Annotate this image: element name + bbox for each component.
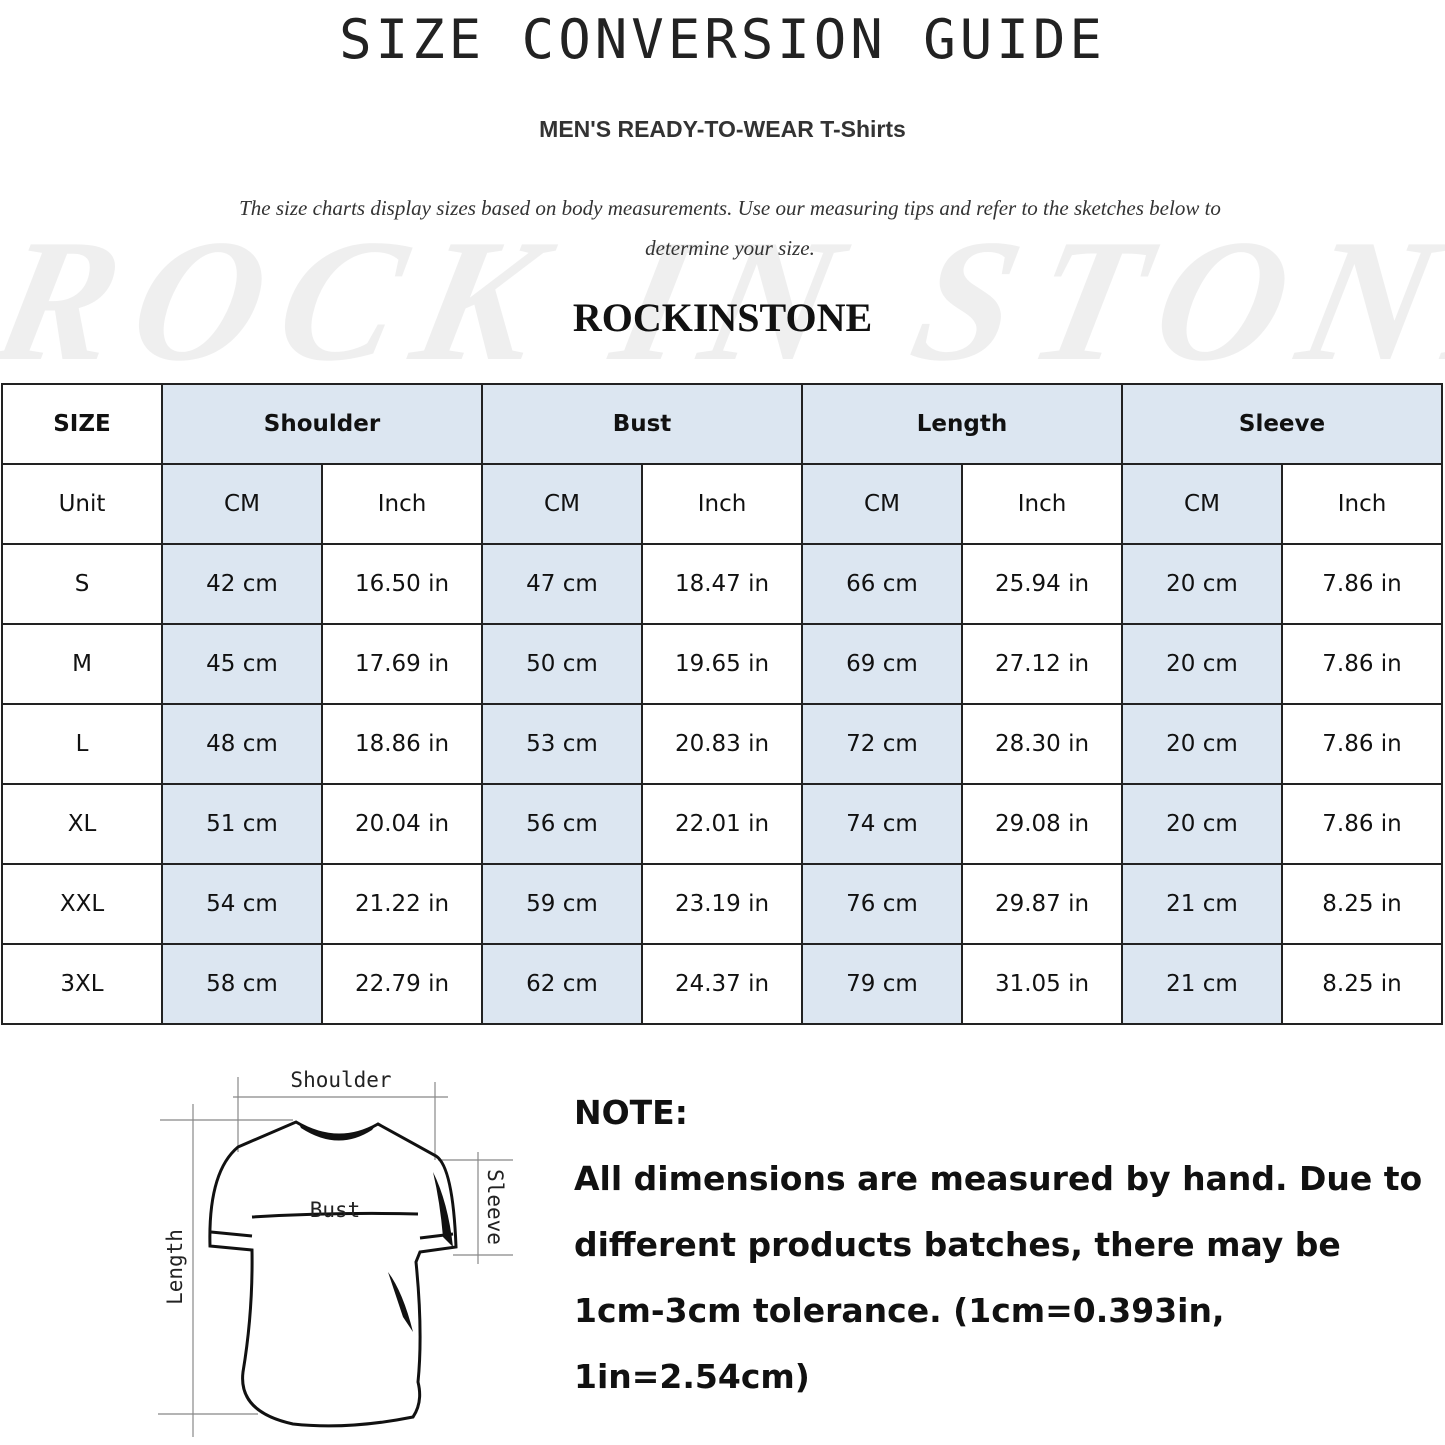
value-cell: 54 cm (161, 863, 323, 945)
group-header-bust: Bust (481, 383, 803, 465)
value-cell: 76 cm (801, 863, 963, 945)
size-cell: 3XL (1, 943, 163, 1025)
group-header-row: SIZE Shoulder Bust Length Sleeve (1, 383, 1443, 465)
note-text: All dimensions are measured by hand. Due… (574, 1159, 1423, 1396)
tshirt-measurement-diagram: Shoulder Bust Length Sleeve (158, 1068, 513, 1437)
value-cell: 25.94 in (961, 543, 1123, 625)
value-cell: 29.08 in (961, 783, 1123, 865)
size-header: SIZE (1, 383, 163, 465)
value-cell: 7.86 in (1281, 623, 1443, 705)
value-cell: 48 cm (161, 703, 323, 785)
table-row: XL 51 cm 20.04 in 56 cm 22.01 in 74 cm 29.08 i… (1, 783, 1443, 865)
table-row: M 45 cm 17.69 in 50 cm 19.65 in 69 cm 27.12 in… (1, 623, 1443, 705)
value-cell: 18.86 in (321, 703, 483, 785)
value-cell: 29.87 in (961, 863, 1123, 945)
note-block: NOTE: All dimensions are measured by han… (574, 1080, 1434, 1410)
unit-inch: Inch (961, 463, 1123, 545)
size-cell: S (1, 543, 163, 625)
unit-row: Unit CM Inch CM Inch CM Inch CM Inch (1, 463, 1443, 545)
value-cell: 20 cm (1121, 703, 1283, 785)
measurement-guides (158, 1077, 513, 1437)
table-row: L 48 cm 18.86 in 53 cm 20.83 in 72 cm 28.30 in… (1, 703, 1443, 785)
page-title: SIZE CONVERSION GUIDE (339, 8, 1106, 71)
table-row: S 42 cm 16.50 in 47 cm 18.47 in 66 cm 25.94 in… (1, 543, 1443, 625)
value-cell: 47 cm (481, 543, 643, 625)
tshirt-outline (208, 1120, 458, 1428)
size-table: SIZE Shoulder Bust Length Sleeve Unit CM Inch CM… (1, 383, 1443, 1025)
value-cell: 17.69 in (321, 623, 483, 705)
size-cell: M (1, 623, 163, 705)
value-cell: 21.22 in (321, 863, 483, 945)
value-cell: 72 cm (801, 703, 963, 785)
size-cell: XXL (1, 863, 163, 945)
value-cell: 27.12 in (961, 623, 1123, 705)
bust-label: Bust (310, 1198, 361, 1222)
value-cell: 7.86 in (1281, 543, 1443, 625)
unit-cm: CM (801, 463, 963, 545)
table-row: XXL 54 cm 21.22 in 59 cm 23.19 in 76 cm 29.87 … (1, 863, 1443, 945)
value-cell: 53 cm (481, 703, 643, 785)
value-cell: 18.47 in (641, 543, 803, 625)
unit-cm: CM (481, 463, 643, 545)
value-cell: 59 cm (481, 863, 643, 945)
size-cell: L (1, 703, 163, 785)
value-cell: 7.86 in (1281, 783, 1443, 865)
value-cell: 20.04 in (321, 783, 483, 865)
value-cell: 21 cm (1121, 943, 1283, 1025)
unit-inch: Inch (1281, 463, 1443, 545)
value-cell: 24.37 in (641, 943, 803, 1025)
description: The size charts display sizes based on b… (239, 196, 1221, 260)
value-cell: 56 cm (481, 783, 643, 865)
value-cell: 74 cm (801, 783, 963, 865)
value-cell: 45 cm (161, 623, 323, 705)
collar (298, 1122, 376, 1141)
value-cell: 69 cm (801, 623, 963, 705)
length-label: Length (163, 1229, 187, 1305)
value-cell: 19.65 in (641, 623, 803, 705)
unit-inch: Inch (321, 463, 483, 545)
value-cell: 23.19 in (641, 863, 803, 945)
value-cell: 20 cm (1121, 543, 1283, 625)
size-cell: XL (1, 783, 163, 865)
value-cell: 51 cm (161, 783, 323, 865)
value-cell: 58 cm (161, 943, 323, 1025)
value-cell: 20 cm (1121, 783, 1283, 865)
unit-cm: CM (161, 463, 323, 545)
value-cell: 20.83 in (641, 703, 803, 785)
value-cell: 50 cm (481, 623, 643, 705)
value-cell: 79 cm (801, 943, 963, 1025)
value-cell: 22.79 in (321, 943, 483, 1025)
value-cell: 31.05 in (961, 943, 1123, 1025)
value-cell: 28.30 in (961, 703, 1123, 785)
unit-label: Unit (1, 463, 163, 545)
value-cell: 8.25 in (1281, 943, 1443, 1025)
value-cell: 42 cm (161, 543, 323, 625)
unit-inch: Inch (641, 463, 803, 545)
value-cell: 8.25 in (1281, 863, 1443, 945)
sleeve-label: Sleeve (483, 1169, 507, 1245)
value-cell: 20 cm (1121, 623, 1283, 705)
group-header-shoulder: Shoulder (161, 383, 483, 465)
group-header-sleeve: Sleeve (1121, 383, 1443, 465)
note-heading: NOTE: (574, 1093, 688, 1132)
table-row: 3XL 58 cm 22.79 in 62 cm 24.37 in 79 cm 31.05 … (1, 943, 1443, 1025)
subtitle: MEN'S READY-TO-WEAR T-Shirts (539, 116, 906, 142)
shoulder-label: Shoulder (290, 1068, 391, 1092)
value-cell: 66 cm (801, 543, 963, 625)
value-cell: 21 cm (1121, 863, 1283, 945)
value-cell: 62 cm (481, 943, 643, 1025)
brand-name: ROCKINSTONE (572, 295, 873, 340)
value-cell: 7.86 in (1281, 703, 1443, 785)
group-header-length: Length (801, 383, 1123, 465)
value-cell: 16.50 in (321, 543, 483, 625)
value-cell: 22.01 in (641, 783, 803, 865)
unit-cm: CM (1121, 463, 1283, 545)
